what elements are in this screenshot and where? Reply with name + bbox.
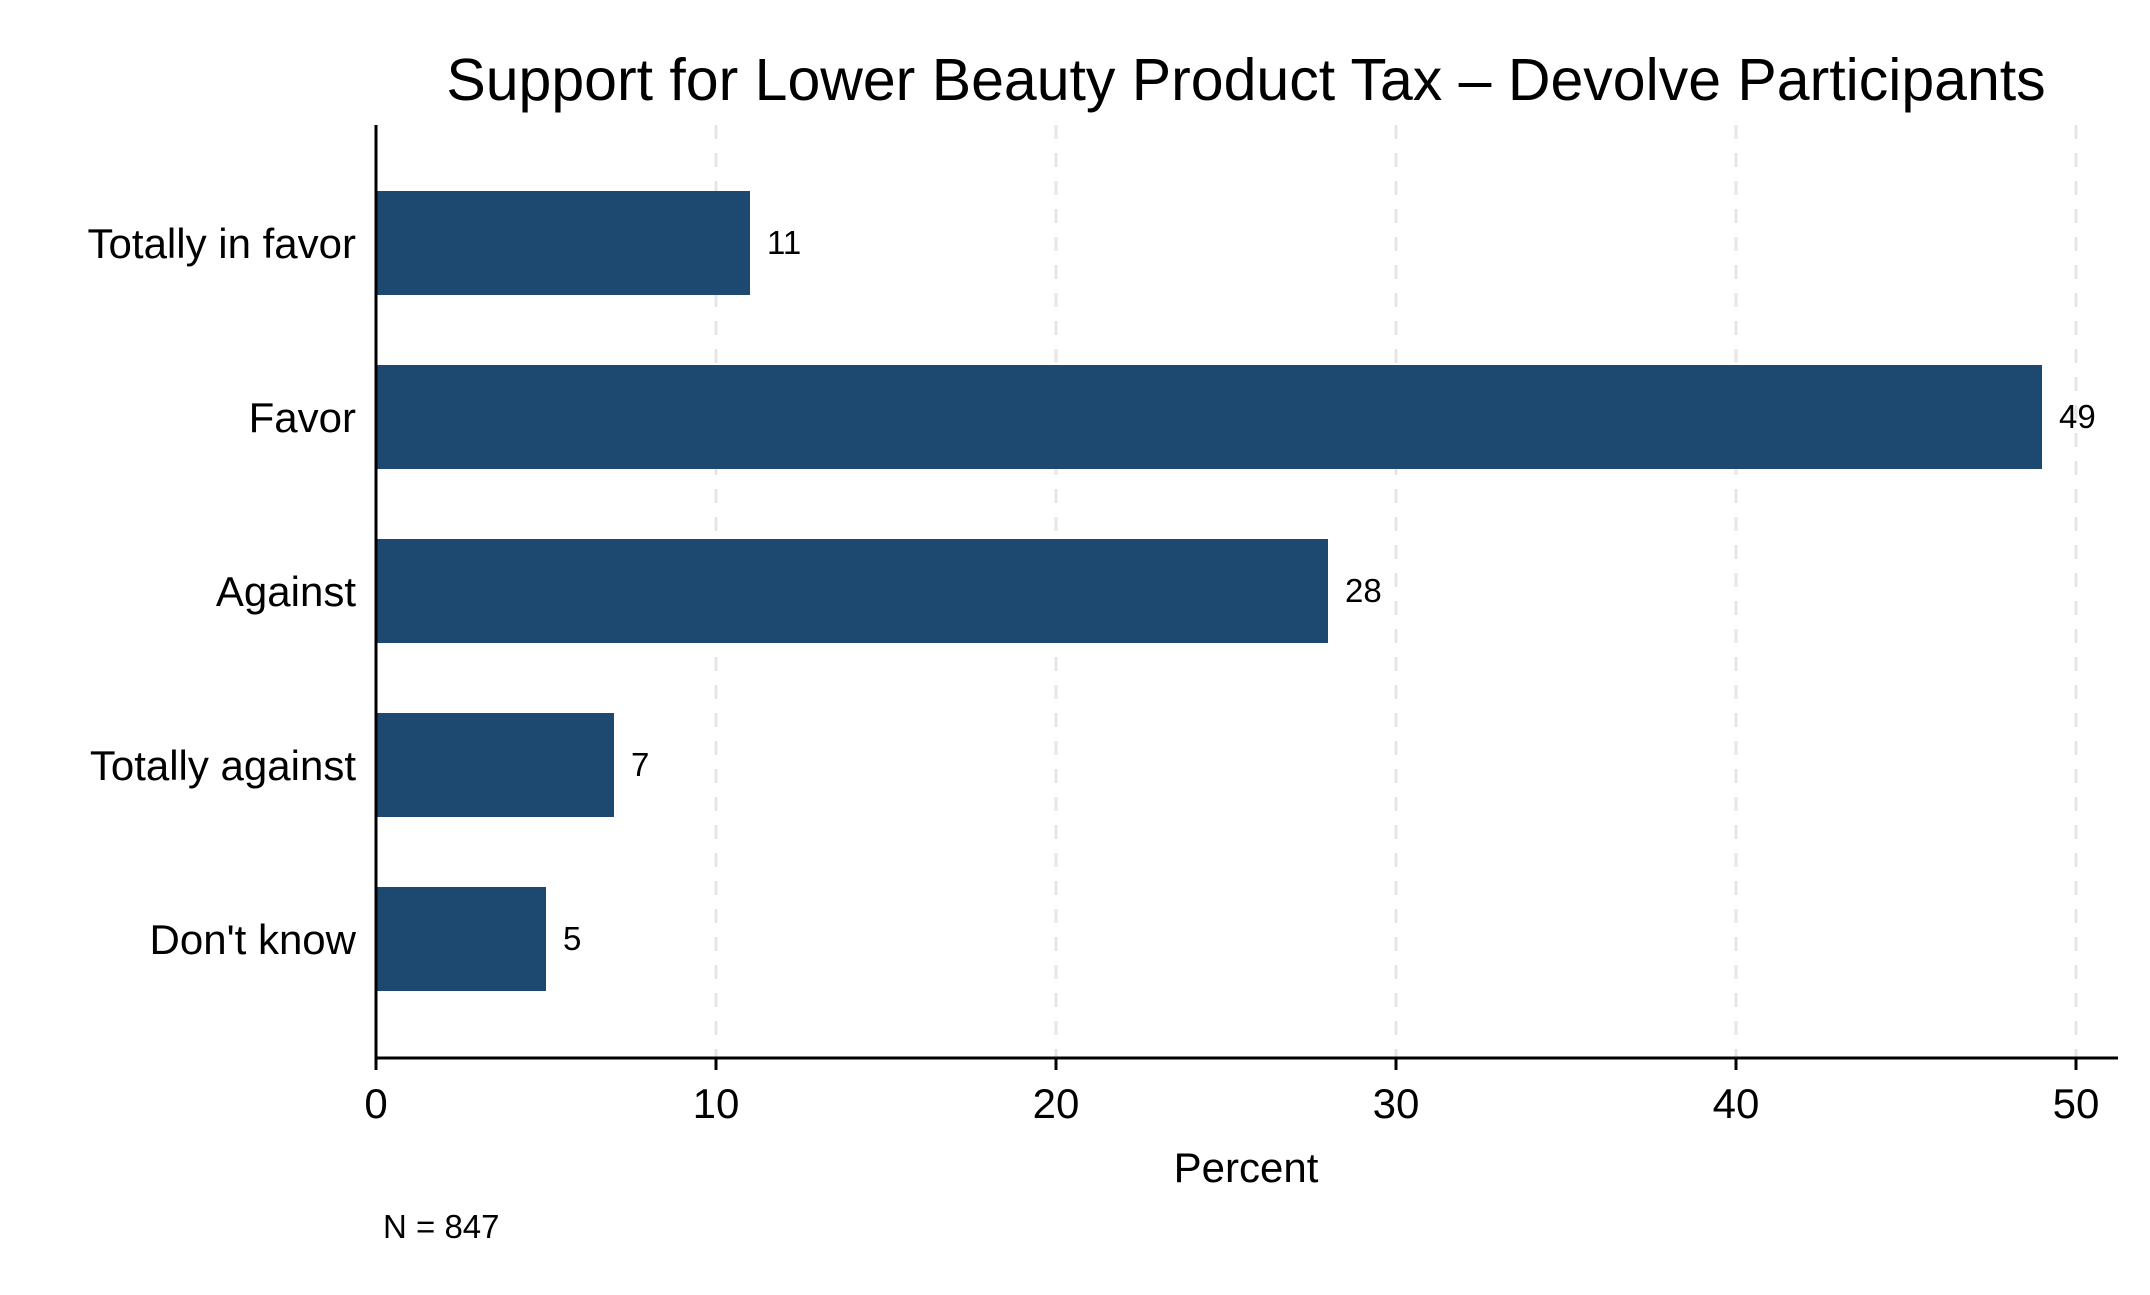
- x-tick-label-10: 10: [693, 1080, 740, 1127]
- bar-totally-against: [376, 713, 614, 817]
- x-tick-label-0: 0: [364, 1080, 387, 1127]
- bar-favor: [376, 365, 2042, 469]
- data-label-totally-in-favor: 11: [767, 224, 801, 261]
- data-label-against: 28: [1345, 572, 1382, 609]
- x-tick-label-40: 40: [1713, 1080, 1760, 1127]
- bar-totally-in-favor: [376, 191, 750, 295]
- bar-don-t-know: [376, 887, 546, 991]
- x-tick-label-30: 30: [1373, 1080, 1420, 1127]
- category-label-against: Against: [216, 568, 356, 615]
- axes: 0 10 20 30 40 50: [364, 125, 2118, 1127]
- data-label-totally-against: 7: [631, 746, 649, 783]
- bars: Totally in favor 11 Favor 49 Against 28 Totall…: [88, 191, 2096, 991]
- category-label-totally-in-favor: Totally in favor: [88, 220, 356, 267]
- category-label-favor: Favor: [249, 394, 356, 441]
- data-label-favor: 49: [2059, 398, 2096, 435]
- chart-title: Support for Lower Beauty Product Tax – D…: [446, 47, 2045, 113]
- x-tick-label-20: 20: [1033, 1080, 1080, 1127]
- x-axis-label: Percent: [1174, 1144, 1319, 1191]
- category-label-don-t-know: Don't know: [150, 916, 357, 963]
- x-tick-label-50: 50: [2053, 1080, 2100, 1127]
- sample-size-note: N = 847: [383, 1208, 500, 1245]
- bar-against: [376, 539, 1328, 643]
- category-label-totally-against: Totally against: [90, 742, 356, 789]
- data-label-don-t-know: 5: [563, 920, 581, 957]
